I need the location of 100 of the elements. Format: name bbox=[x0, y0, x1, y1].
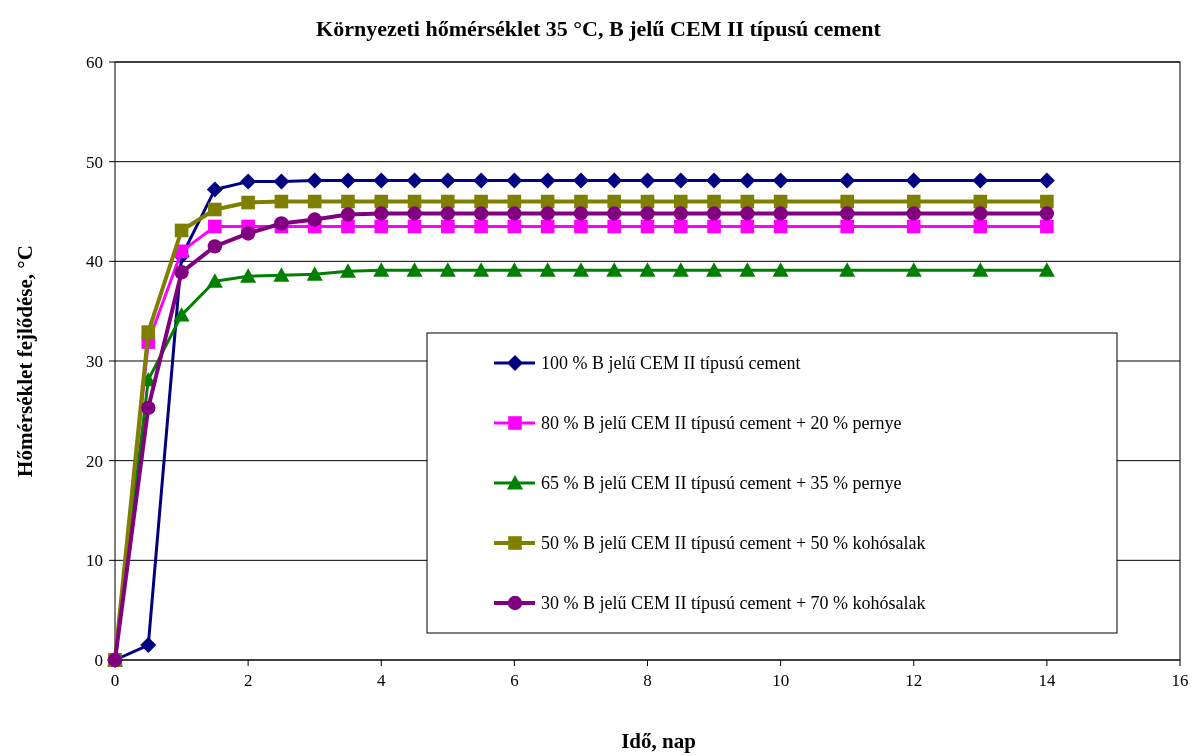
point bbox=[572, 172, 589, 189]
point bbox=[739, 172, 756, 189]
point bbox=[373, 172, 390, 189]
y-tick-label: 20 bbox=[86, 451, 103, 471]
point bbox=[540, 206, 555, 221]
legend-label: 65 % B jelű CEM II típusú cement + 35 % pernye bbox=[541, 473, 902, 493]
point bbox=[208, 219, 222, 234]
point bbox=[207, 239, 223, 254]
point bbox=[539, 172, 556, 189]
point bbox=[673, 206, 688, 221]
point bbox=[840, 194, 854, 209]
point bbox=[640, 206, 655, 221]
point bbox=[972, 172, 989, 189]
point bbox=[706, 262, 723, 277]
point bbox=[506, 172, 523, 189]
point bbox=[339, 172, 356, 189]
point bbox=[1040, 194, 1054, 209]
x-tick-label: 14 bbox=[1038, 671, 1056, 690]
x-tick-label: 8 bbox=[643, 671, 652, 690]
x-tick-label: 2 bbox=[243, 671, 253, 690]
chart-title: Környezeti hőmérséklet 35 °C, B jelű CEM II típusú cement bbox=[316, 16, 882, 41]
point bbox=[739, 262, 756, 277]
point bbox=[507, 206, 522, 221]
x-tick-label: 0 bbox=[110, 671, 120, 690]
point bbox=[639, 262, 656, 277]
point bbox=[1038, 262, 1055, 277]
point bbox=[773, 206, 788, 221]
point bbox=[574, 219, 588, 234]
point bbox=[1039, 206, 1055, 221]
point bbox=[473, 206, 489, 221]
point bbox=[740, 219, 755, 234]
point bbox=[206, 273, 223, 288]
point bbox=[906, 206, 921, 221]
x-axis-title: Idő, nap bbox=[621, 729, 696, 753]
point bbox=[539, 262, 556, 277]
point bbox=[1038, 172, 1055, 189]
point bbox=[240, 268, 257, 283]
point bbox=[440, 206, 456, 221]
point bbox=[673, 219, 688, 234]
point bbox=[341, 194, 355, 209]
point bbox=[407, 219, 422, 234]
point bbox=[141, 325, 156, 339]
point bbox=[273, 267, 290, 282]
point bbox=[341, 219, 355, 234]
y-tick-label: 50 bbox=[86, 152, 103, 172]
point bbox=[1040, 219, 1054, 234]
point bbox=[208, 202, 222, 217]
point bbox=[973, 206, 988, 221]
x-tick-label: 10 bbox=[772, 671, 790, 690]
point bbox=[206, 181, 223, 198]
point bbox=[274, 194, 289, 209]
point bbox=[640, 219, 655, 234]
point bbox=[273, 173, 290, 190]
point bbox=[307, 194, 322, 209]
point bbox=[306, 266, 323, 281]
y-tick-label: 30 bbox=[86, 352, 103, 371]
point bbox=[373, 262, 390, 277]
point bbox=[307, 212, 322, 227]
point bbox=[740, 206, 755, 221]
y-axis-title: Hőmérséklet fejlődése, °C bbox=[13, 245, 37, 477]
point bbox=[374, 194, 389, 209]
point bbox=[540, 219, 555, 234]
point bbox=[439, 172, 456, 189]
legend-label: 30 % B jelű CEM II típusú cement + 70 % kohósalak bbox=[541, 593, 926, 613]
point bbox=[140, 637, 157, 654]
y-tick-label: 60 bbox=[86, 53, 103, 72]
point bbox=[174, 265, 189, 280]
point bbox=[972, 262, 989, 277]
point bbox=[607, 219, 622, 234]
point bbox=[973, 219, 988, 234]
point bbox=[339, 263, 356, 278]
point bbox=[406, 172, 423, 189]
point bbox=[606, 172, 623, 189]
point bbox=[606, 262, 623, 277]
point bbox=[506, 262, 523, 277]
legend-label: 100 % B jelű CEM II típusú cement bbox=[541, 353, 801, 373]
x-tick-label: 16 bbox=[1171, 671, 1189, 690]
y-tick-label: 40 bbox=[86, 252, 103, 272]
point bbox=[407, 206, 422, 221]
point bbox=[840, 219, 854, 234]
y-tick-label: 10 bbox=[86, 551, 103, 571]
point bbox=[441, 219, 455, 234]
point bbox=[906, 219, 921, 234]
point bbox=[607, 194, 622, 209]
point bbox=[707, 219, 721, 234]
point bbox=[374, 219, 389, 234]
point bbox=[406, 262, 423, 277]
legend-label: 80 % B jelű CEM II típusú cement + 20 % pernye bbox=[541, 413, 902, 433]
point bbox=[772, 262, 789, 277]
point bbox=[773, 219, 788, 234]
point bbox=[474, 219, 488, 234]
point bbox=[173, 307, 190, 322]
point bbox=[439, 262, 456, 277]
point bbox=[706, 206, 722, 221]
point bbox=[374, 206, 389, 221]
point bbox=[839, 206, 855, 221]
point bbox=[672, 262, 689, 277]
point bbox=[573, 206, 589, 221]
point bbox=[607, 206, 622, 221]
point bbox=[839, 172, 856, 189]
